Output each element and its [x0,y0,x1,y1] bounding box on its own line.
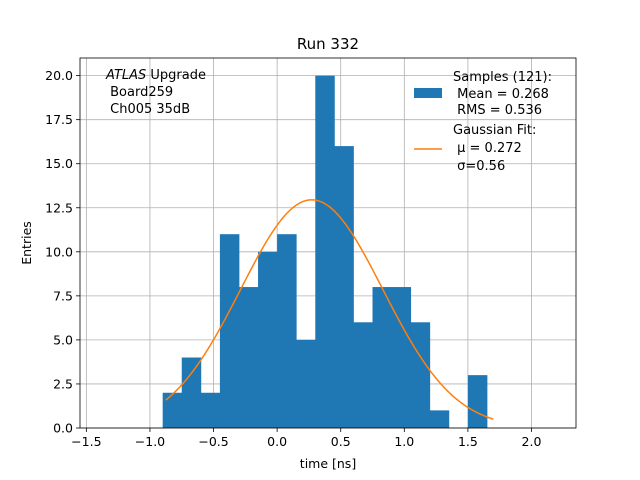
histogram-bar [162,392,183,428]
plot-frame [79,57,577,429]
legend-samples-rms: RMS = 0.536 [453,103,542,118]
y-tick-label: 15.0 [45,156,73,171]
axis-ticks: −1.5 −1.0 −0.5 0.0 0.5 1.0 1.5 2.0 0.0 2.5 5.0 7.5 1… [45,68,541,449]
histogram-bar [238,287,259,428]
y-tick-label: 17.5 [45,112,73,127]
x-tick-label: 1.0 [394,434,414,449]
x-axis-label: time [ns] [300,456,356,471]
gaussian-fit-curve [165,199,494,420]
y-tick-label: 20.0 [45,68,73,83]
x-tick-label: 1.5 [458,434,478,449]
x-tick-label: −0.5 [198,434,228,449]
y-tick-label: 0.0 [53,421,73,436]
histogram-bar [277,234,297,428]
legend: Samples (121): Mean = 0.268 RMS = 0.536 … [414,70,552,174]
x-tick-label: 0.5 [331,434,351,449]
y-tick-label: 10.0 [45,244,73,259]
y-tick-label: 2.5 [53,376,73,391]
annotation-channel: Ch005 35dB [106,102,190,117]
histogram-bar [429,410,450,428]
y-tick-label: 12.5 [45,200,73,215]
legend-samples-mean: Mean = 0.268 [453,87,549,102]
histogram-bar [200,392,221,428]
annotation-board: Board259 [106,85,173,100]
histogram-bar [258,251,278,428]
run-annotation: ATLAS Upgrade Board259 Ch005 35dB [105,68,206,117]
atlas-text: ATLAS [105,68,146,83]
x-tick-label: −1.5 [71,434,101,449]
histogram-bar [467,375,488,428]
histogram-bar [296,339,316,428]
legend-histogram-swatch [414,88,442,98]
histogram-bar [219,234,240,428]
histogram-bar [181,357,202,428]
histogram-bar [391,287,412,428]
annotation-line-1: ATLAS Upgrade [105,68,206,83]
legend-fit-title: Gaussian Fit: [453,123,536,138]
y-tick-label: 5.0 [53,332,73,347]
histogram-bar [315,75,335,428]
legend-fit-sigma: σ=0.56 [453,159,505,174]
histogram-bar [372,287,392,428]
histogram-bar [334,146,354,428]
x-tick-label: −1.0 [135,434,165,449]
x-tick-label: 0.0 [267,434,287,449]
y-axis-label: Entries [19,221,34,265]
histogram-bar [353,322,373,428]
legend-samples-title: Samples (121): [453,70,552,85]
y-tick-label: 7.5 [53,288,73,303]
x-tick-label: 2.0 [522,434,542,449]
histogram-bar [410,322,431,428]
upgrade-text: Upgrade [146,68,206,83]
chart-title: Run 332 [297,35,359,53]
legend-fit-mu: μ = 0.272 [453,141,522,156]
